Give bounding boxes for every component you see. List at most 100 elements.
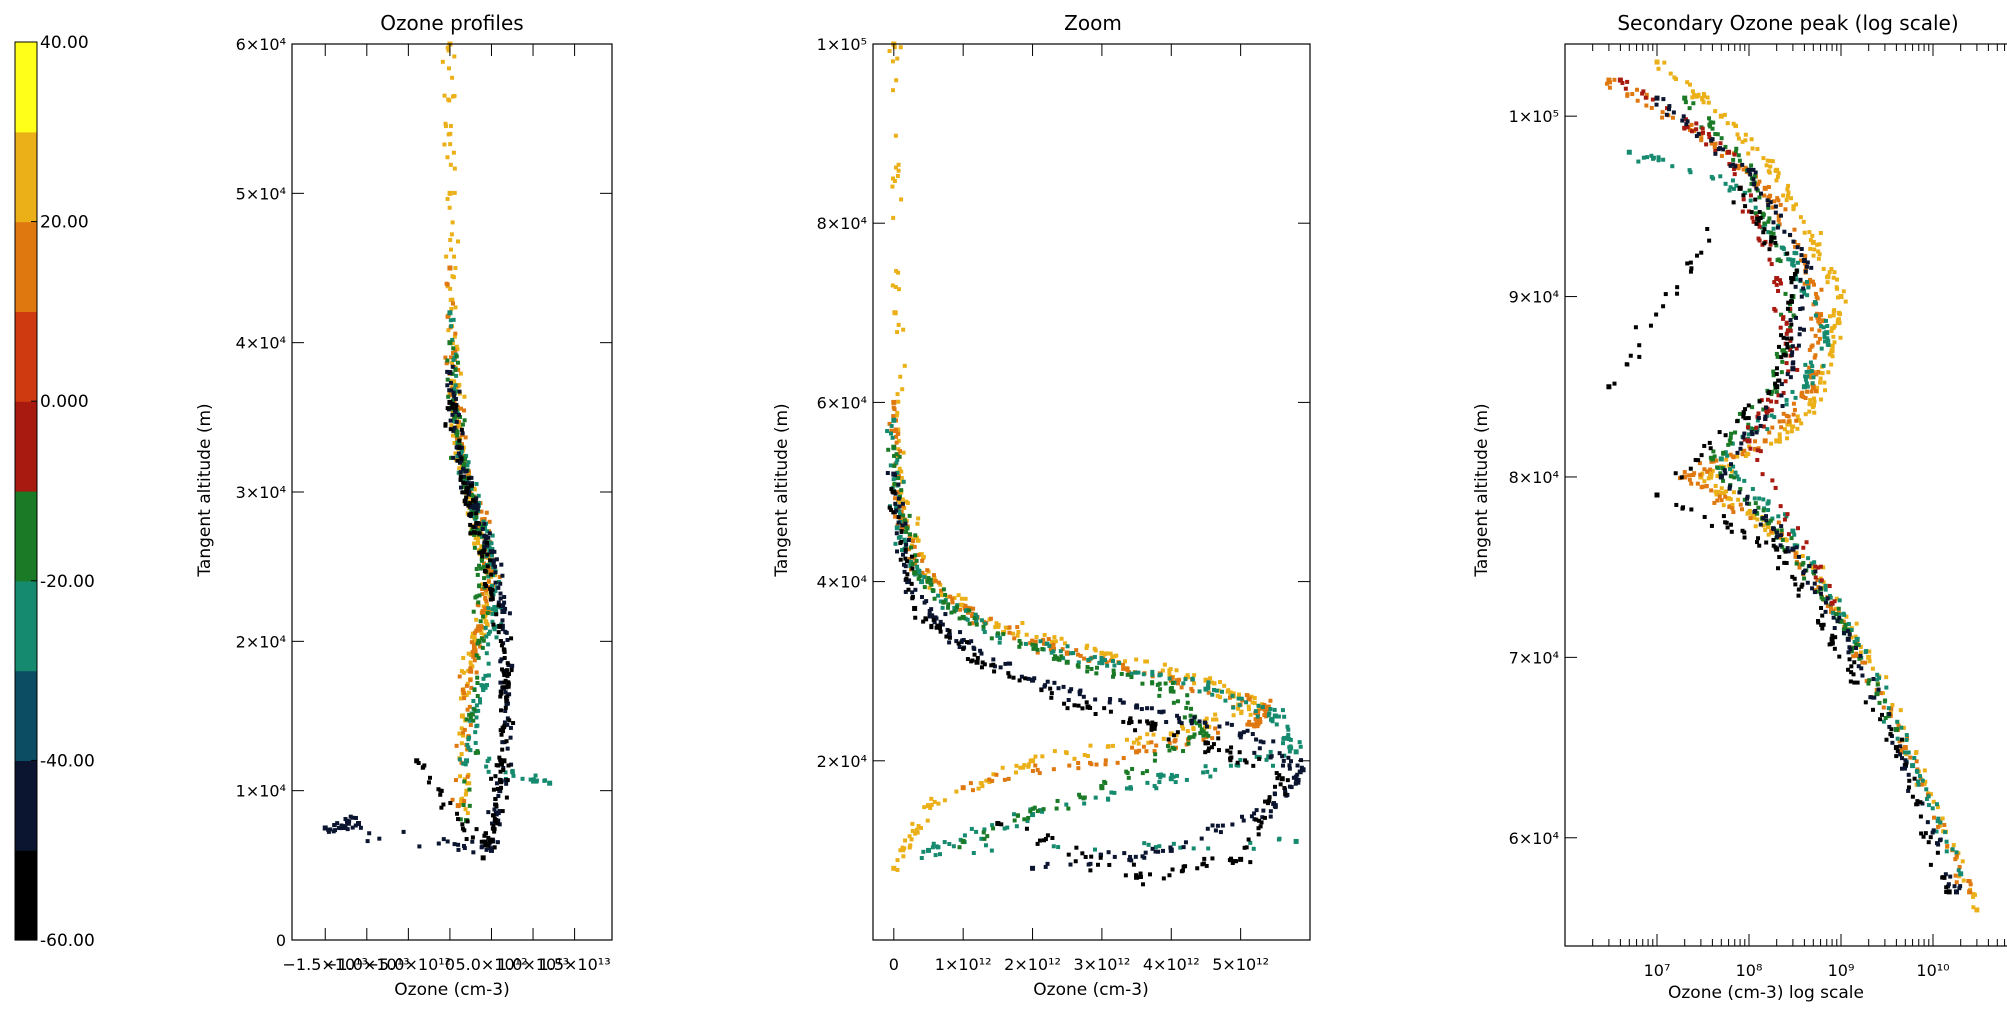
data-point [1948,874,1953,879]
y-tick-label: 6×10⁴ [236,35,286,54]
data-point [447,98,452,103]
data-point [1254,737,1259,742]
data-point [1256,709,1261,714]
data-point [1914,802,1919,807]
data-point [1809,327,1814,332]
data-point [891,414,896,419]
data-point [1825,324,1830,329]
data-point [470,839,475,844]
data-point [1831,615,1836,620]
data-point [455,239,460,244]
data-point [1032,676,1037,681]
data-point [1781,247,1786,252]
data-point [501,758,507,764]
data-point [1077,690,1082,695]
data-point [1185,693,1190,698]
data-point [1071,651,1076,656]
data-point [467,712,472,717]
data-point [456,367,461,372]
data-point [1166,737,1171,742]
data-point [1294,779,1299,784]
data-point [506,671,511,676]
data-point [1901,725,1906,730]
data-point [502,594,507,599]
data-point [507,611,512,616]
data-point [464,758,470,764]
data-point [996,622,1001,627]
data-point [1811,253,1816,258]
data-point [494,557,499,562]
data-point [952,595,957,600]
data-point [1924,796,1929,801]
data-point [448,247,453,252]
data-point [1768,518,1773,523]
data-point [1871,677,1876,682]
data-point [466,745,471,750]
data-point [468,715,473,720]
data-point [1796,242,1801,247]
data-point [1241,730,1246,735]
data-point [1145,719,1150,724]
data-point [1747,188,1752,193]
data-point [1813,313,1818,318]
data-point [458,477,463,482]
data-point [498,591,503,596]
data-point [417,844,422,849]
x-tick-label: −1.0×10¹³ [324,955,409,974]
data-point [1814,372,1819,377]
data-point [1628,353,1633,358]
data-point [1754,186,1759,191]
data-point [1695,481,1700,486]
data-point [1103,781,1108,786]
data-point [1776,393,1781,398]
data-point [1801,569,1806,574]
data-point [890,59,895,64]
data-point [893,541,898,546]
data-point [1775,534,1780,539]
data-point [1958,884,1963,889]
data-point [912,544,917,549]
data-point [1286,755,1291,760]
data-point [951,844,956,849]
data-point [910,828,915,833]
data-point [1687,82,1692,87]
data-point [450,297,455,302]
data-point [488,839,493,844]
data-point [1783,549,1788,554]
data-point [938,582,943,587]
data-point [457,445,462,450]
data-point [967,621,972,626]
data-point [1834,596,1839,601]
data-point [1213,712,1218,717]
data-point [497,822,502,827]
data-point [489,776,494,781]
data-point [1134,873,1139,878]
data-point [1732,172,1737,177]
data-point [1796,526,1801,531]
data-point [912,556,917,561]
data-point [1274,771,1279,776]
data-point [1816,340,1821,345]
data-point [449,360,454,365]
data-point [493,580,498,585]
data-point [1640,91,1645,96]
data-point [491,787,496,792]
data-point [1731,464,1736,469]
data-point [1701,91,1706,96]
data-point [1271,739,1276,744]
data-point [994,772,999,777]
data-point [1154,786,1159,791]
data-point [901,504,906,509]
colorbar-band [15,401,37,492]
data-point [449,405,454,410]
data-point [492,605,497,610]
data-point [896,399,901,404]
data-point [505,661,510,666]
data-point [1001,630,1006,635]
data-point [1910,763,1916,769]
data-point [453,451,458,456]
data-point [960,838,966,844]
data-point [1694,94,1699,99]
data-point [1922,768,1927,773]
data-point [1177,719,1182,724]
